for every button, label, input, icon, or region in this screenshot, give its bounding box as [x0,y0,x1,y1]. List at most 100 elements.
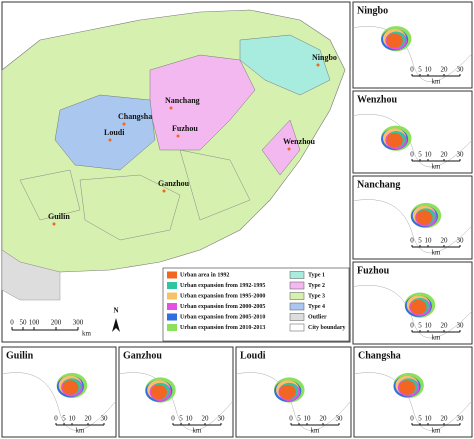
inset-scale-label: 20 [441,151,449,159]
inset-scale-label: 0 [410,151,414,159]
city-label: Nanchang [165,96,200,105]
outside-area [1,249,61,301]
inset-boundary [353,372,473,431]
city-dot [162,189,166,193]
inset-scale-label: 0 [54,415,58,423]
inset-scale-unit: km [432,334,442,342]
legend-swatch [167,303,177,310]
legend-label: Outlier [308,314,327,320]
legend-swatch [167,292,177,300]
inset-scale-label: 0 [410,415,414,423]
inset-scale-label: 30 [101,415,109,423]
legend-swatch [289,281,305,290]
inset-scale-label: 10 [186,415,194,423]
city-label: Fuzhou [172,124,198,133]
north-label: N [113,307,118,315]
legend-label: Urban expansion from 2010-2013 [180,325,265,331]
inset-boundary [1,372,117,431]
north-arrow: N [112,307,120,332]
legend-swatch [289,302,305,311]
inset-scale-label: 10 [425,415,433,423]
inset-scale-label: 30 [457,66,465,74]
inset-title: Fuzhou [357,265,390,276]
scale-tick-label: 300 [73,319,84,327]
scale-tick-label: 50 [20,319,28,327]
inset-scale-label: 30 [457,415,465,423]
inset-scale-label: 20 [320,415,328,423]
legend-label: Urban expansion from 2000-2005 [180,304,265,310]
inset-frame [352,1,473,89]
inset-title: Changsha [358,350,401,361]
legend-label: Type 2 [308,283,325,289]
inset-scale-label: 30 [457,322,465,330]
legend-swatch [167,324,177,331]
region-type1 [239,34,331,96]
city-label: Changsha [118,112,152,121]
inset-scale-label: 5 [418,322,422,330]
urban-patch [62,380,79,395]
inset-map: Changsha 0 5 10 20 30 km [353,346,473,438]
scale-tick-label: 0 [10,319,14,327]
inset-scale-unit: km [432,427,442,435]
legend-swatch [167,271,177,279]
legend-label: Urban expansion from 2005-2010 [180,314,265,320]
inset-frame [118,346,234,438]
legend-swatch [167,313,177,321]
region-type2 [149,54,256,151]
inset-boundary [118,372,234,431]
inset-title: Ningbo [357,5,388,16]
inset-scale-unit: km [311,427,321,435]
legend-swatch [289,292,305,300]
inset-scale-label: 30 [336,415,344,423]
inset-title: Ganzhou [123,350,162,361]
legend-label: Type 4 [308,304,325,310]
inset-title: Nanchang [357,179,400,190]
inset-map: Wenzhou 0 5 10 20 30 km [352,90,473,174]
inset-map: Loudi 0 5 10 20 30 km [235,346,352,438]
inset-scale-label: 10 [425,237,433,245]
inset-scale-label: 5 [418,151,422,159]
legend-swatch [289,323,305,332]
scale-tick-label: 200 [51,319,62,327]
urban-patch [386,133,403,148]
city-label: Guilin [48,212,70,221]
inset-map: Nanchang 0 5 10 20 30 km [352,175,473,260]
inset-scale-label: 5 [418,237,422,245]
inset-scale-label: 20 [441,415,449,423]
region-type4 [54,94,156,171]
inset-scale-label: 5 [62,415,66,423]
inset-scale-label: 0 [171,415,175,423]
inset-map: Guilin 0 5 10 20 30 km [1,346,117,438]
inset-title: Wenzhou [357,94,397,105]
legend-swatch [289,271,305,279]
inset-scale-label: 10 [425,322,433,330]
inset-scale-label: 30 [218,415,226,423]
inset-scale-label: 20 [441,322,449,330]
inset-scale-label: 5 [418,415,422,423]
legend-label: Urban expansion from 1992-1995 [180,283,265,289]
inset-scale-label: 5 [297,415,301,423]
urban-patch [386,33,403,48]
city-dot [108,138,112,142]
inset-scale-label: 20 [85,415,93,423]
inset-title: Loudi [240,350,266,361]
city-dot [169,106,173,110]
scale-bar: 0 50 100 200 300 km [10,319,91,338]
urban-patch [410,299,427,315]
scale-unit: km [82,330,92,338]
inset-boundary [352,285,473,339]
city-label: Ningbo [312,53,337,62]
inset-scale-label: 5 [418,66,422,74]
inset-scale-label: 0 [410,66,414,74]
inset-scale-label: 20 [202,415,210,423]
inset-scale-label: 20 [441,66,449,74]
city-dot [122,122,126,126]
inset-scale-unit: km [193,427,203,435]
urban-patch [279,384,296,400]
legend: Urban area in 1992 Urban expansion from 1… [162,267,350,342]
legend-label: Type 3 [308,293,325,299]
inset-frame [353,346,473,438]
urban-patch [150,384,167,400]
inset-boundary [352,114,473,168]
